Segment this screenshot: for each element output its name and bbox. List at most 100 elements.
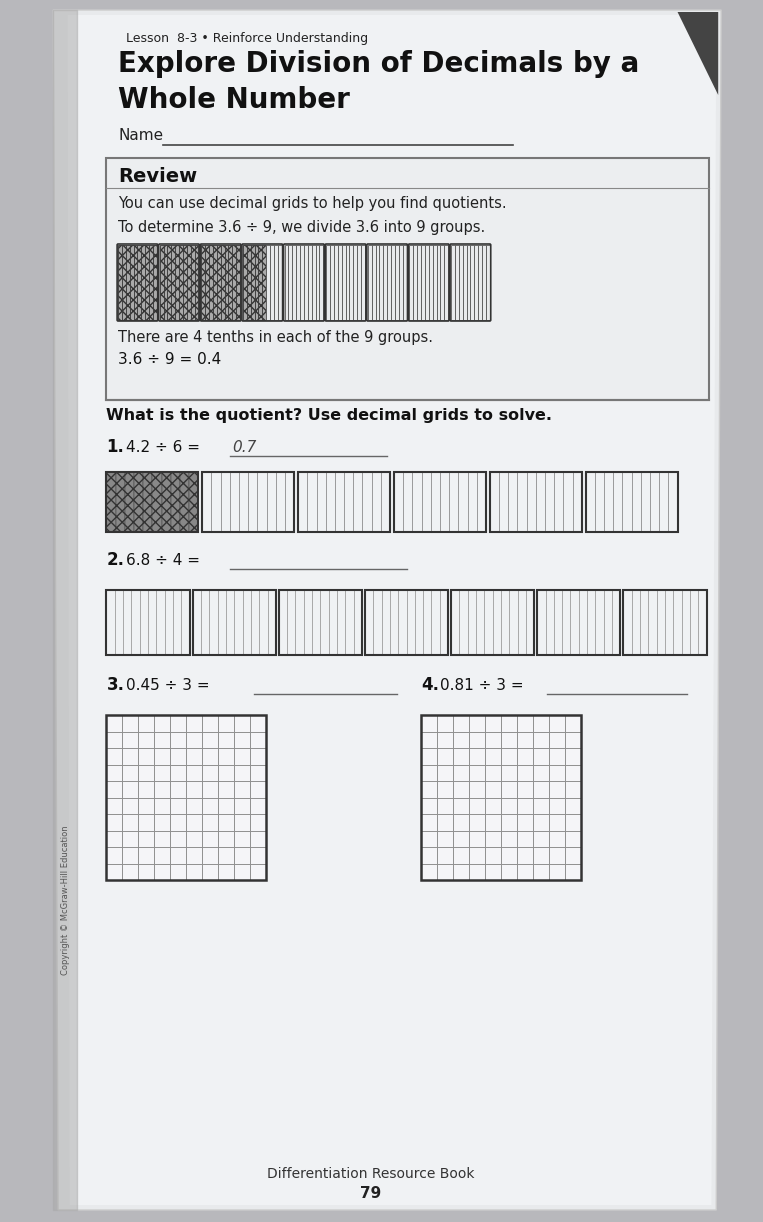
Bar [429, 244, 433, 320]
Bar [453, 864, 469, 880]
Bar [421, 847, 437, 864]
Bar [549, 864, 565, 880]
Bar [354, 590, 362, 655]
Bar [288, 244, 292, 320]
Bar [205, 244, 209, 320]
Bar [349, 244, 353, 320]
Bar [649, 590, 657, 655]
Bar [234, 732, 250, 748]
Bar [123, 590, 131, 655]
Bar [180, 472, 189, 532]
Bar [156, 590, 165, 655]
Bar [250, 781, 266, 798]
Bar [202, 781, 218, 798]
Bar [138, 748, 154, 765]
Bar [209, 244, 213, 320]
Bar [298, 472, 390, 532]
Bar [623, 590, 632, 655]
Bar [431, 472, 440, 532]
Bar [126, 244, 130, 320]
Bar [403, 244, 407, 320]
Bar [485, 765, 501, 781]
Bar [137, 244, 141, 320]
Bar [266, 244, 270, 320]
Bar [565, 765, 581, 781]
Bar [394, 472, 486, 532]
Bar [230, 472, 239, 532]
Bar [417, 244, 421, 320]
Bar [130, 244, 134, 320]
Bar [407, 590, 415, 655]
Bar [134, 244, 137, 320]
Bar [154, 781, 170, 798]
Bar [186, 732, 202, 748]
Text: 79: 79 [360, 1187, 382, 1201]
Bar [613, 472, 623, 532]
Bar [623, 472, 632, 532]
Bar [533, 748, 549, 765]
Bar [421, 244, 425, 320]
Text: 2.: 2. [107, 551, 124, 569]
Bar [357, 244, 361, 320]
Bar [433, 244, 436, 320]
Bar [444, 244, 448, 320]
Bar [141, 244, 145, 320]
Bar [170, 847, 186, 864]
Bar [140, 590, 148, 655]
Bar [383, 244, 387, 320]
Bar [209, 590, 217, 655]
Text: 0.45 ÷ 3 =: 0.45 ÷ 3 = [126, 678, 210, 693]
Bar [668, 472, 678, 532]
Bar [690, 590, 698, 655]
Text: To determine 3.6 ÷ 9, we divide 3.6 into 9 groups.: To determine 3.6 ÷ 9, we divide 3.6 into… [118, 220, 485, 235]
Bar [549, 781, 565, 798]
Bar [595, 472, 604, 532]
Bar [153, 472, 162, 532]
Bar [425, 244, 429, 320]
Bar [517, 864, 533, 880]
Bar [501, 748, 517, 765]
Bar [118, 244, 122, 320]
Bar [107, 831, 122, 847]
Bar [501, 732, 517, 748]
Bar [565, 748, 581, 765]
Bar [234, 748, 250, 765]
Text: 0.81 ÷ 3 =: 0.81 ÷ 3 = [440, 678, 524, 693]
Bar [421, 748, 437, 765]
Bar [218, 814, 234, 831]
Bar [394, 472, 403, 532]
Bar [572, 472, 581, 532]
Bar [154, 715, 170, 732]
Bar [485, 590, 493, 655]
Bar [391, 244, 395, 320]
Bar [471, 244, 475, 320]
Bar [246, 244, 251, 320]
Text: Lesson  8-3 • Reinforce Understanding: Lesson 8-3 • Reinforce Understanding [126, 32, 368, 45]
Bar [459, 472, 468, 532]
Bar [221, 244, 224, 320]
Bar [226, 590, 234, 655]
Bar [218, 732, 234, 748]
Bar [187, 244, 191, 320]
Bar [122, 847, 138, 864]
Bar [278, 590, 362, 655]
Bar [501, 831, 517, 847]
Bar [563, 472, 572, 532]
Bar [122, 781, 138, 798]
Bar [437, 847, 453, 864]
Bar [485, 831, 501, 847]
Bar [536, 472, 545, 532]
Bar [469, 781, 485, 798]
Bar [453, 831, 469, 847]
Bar [329, 590, 337, 655]
Bar [650, 472, 659, 532]
Bar [217, 244, 221, 320]
Bar [125, 472, 134, 532]
Bar [138, 814, 154, 831]
Bar [218, 748, 234, 765]
Text: 6.8 ÷ 4 =: 6.8 ÷ 4 = [126, 554, 200, 568]
Bar [202, 472, 211, 532]
Bar [154, 765, 170, 781]
Bar [143, 472, 153, 532]
Bar [365, 590, 448, 655]
